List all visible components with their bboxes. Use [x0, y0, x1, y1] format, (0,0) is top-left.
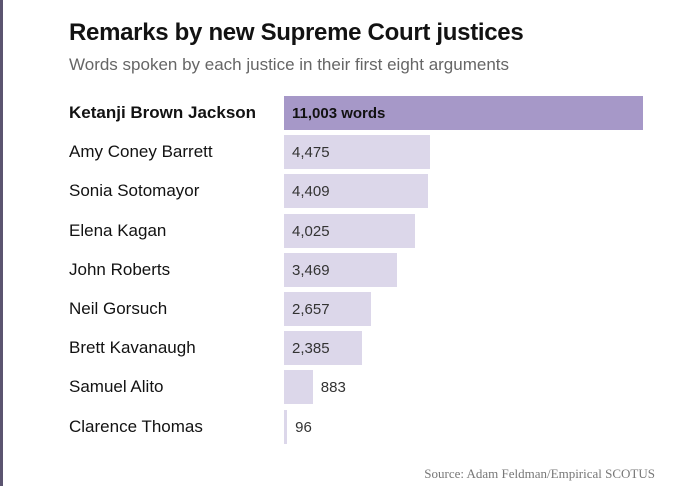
source-note: Source: Adam Feldman/Empirical SCOTUS [424, 466, 655, 481]
bar [284, 213, 416, 248]
bar [284, 409, 288, 444]
chart-title: Remarks by new Supreme Court justices [69, 19, 524, 46]
bar [284, 174, 428, 209]
data-label: 11,003 words [292, 105, 386, 122]
category-label: Clarence Thomas [69, 416, 203, 436]
data-label: 2,385 [292, 340, 330, 358]
data-label: 883 [320, 379, 346, 397]
data-label: 96 [295, 418, 312, 436]
bar [284, 252, 398, 287]
bar [284, 292, 371, 326]
chart-subtitle: Words spoken by each justice in their fi… [69, 55, 510, 74]
bar [284, 135, 430, 170]
category-label: Brett Kavanaugh [69, 338, 196, 358]
category-label: Samuel Alito [69, 377, 164, 397]
category-label: John Roberts [69, 259, 171, 279]
data-label: 4,025 [292, 222, 330, 240]
bar [284, 96, 643, 130]
bar [284, 331, 362, 366]
category-label: Ketanji Brown Jackson [69, 103, 257, 122]
category-label: Elena Kagan [69, 220, 167, 240]
category-label: Sonia Sotomayor [69, 181, 200, 201]
bar [284, 370, 313, 405]
data-label: 2,657 [292, 301, 330, 318]
bar-chart: Ketanji Brown Jackson 11,003 words Amy Con… [3, 0, 680, 486]
data-label: 4,475 [292, 144, 330, 162]
category-label: Amy Coney Barrett [69, 142, 213, 162]
data-label: 3,469 [292, 261, 330, 279]
data-label: 4,409 [292, 183, 330, 201]
category-label: Neil Gorsuch [69, 299, 168, 318]
